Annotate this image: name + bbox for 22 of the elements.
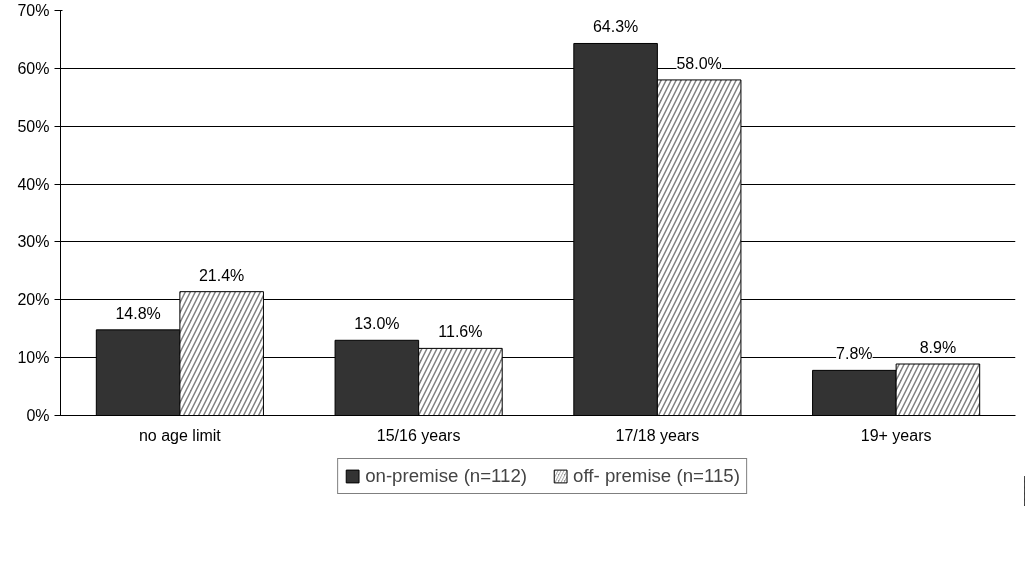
y-tick-label: 40% xyxy=(17,175,50,193)
data-label: 64.3% xyxy=(592,18,639,36)
y-tick-label: 30% xyxy=(17,233,50,251)
y-tick-label: 0% xyxy=(26,407,50,424)
x-tick-label: 15/16 years xyxy=(376,426,461,444)
data-label: 11.6% xyxy=(438,323,483,341)
y-tick-label: 50% xyxy=(17,117,50,135)
legend-label: off- premise (n=115) xyxy=(573,465,740,487)
data-label: 8.9% xyxy=(919,339,957,357)
data-label: 14.8% xyxy=(115,304,161,322)
data-label: 58.0% xyxy=(676,54,722,72)
x-tick-label: 17/18 years xyxy=(615,426,700,444)
y-tick-label: 20% xyxy=(17,291,50,309)
y-tick-label: 70% xyxy=(17,2,50,19)
data-label: 21.4% xyxy=(198,266,245,284)
data-label: 13.0% xyxy=(354,315,400,333)
legend-label: on-premise (n=112) xyxy=(365,465,528,487)
y-tick-label: 10% xyxy=(17,349,50,367)
y-tick-label: 60% xyxy=(17,59,50,77)
x-tick-label: no age limit xyxy=(138,426,222,444)
data-label: 7.8% xyxy=(836,345,873,363)
x-tick-label: 19+ years xyxy=(860,426,932,444)
